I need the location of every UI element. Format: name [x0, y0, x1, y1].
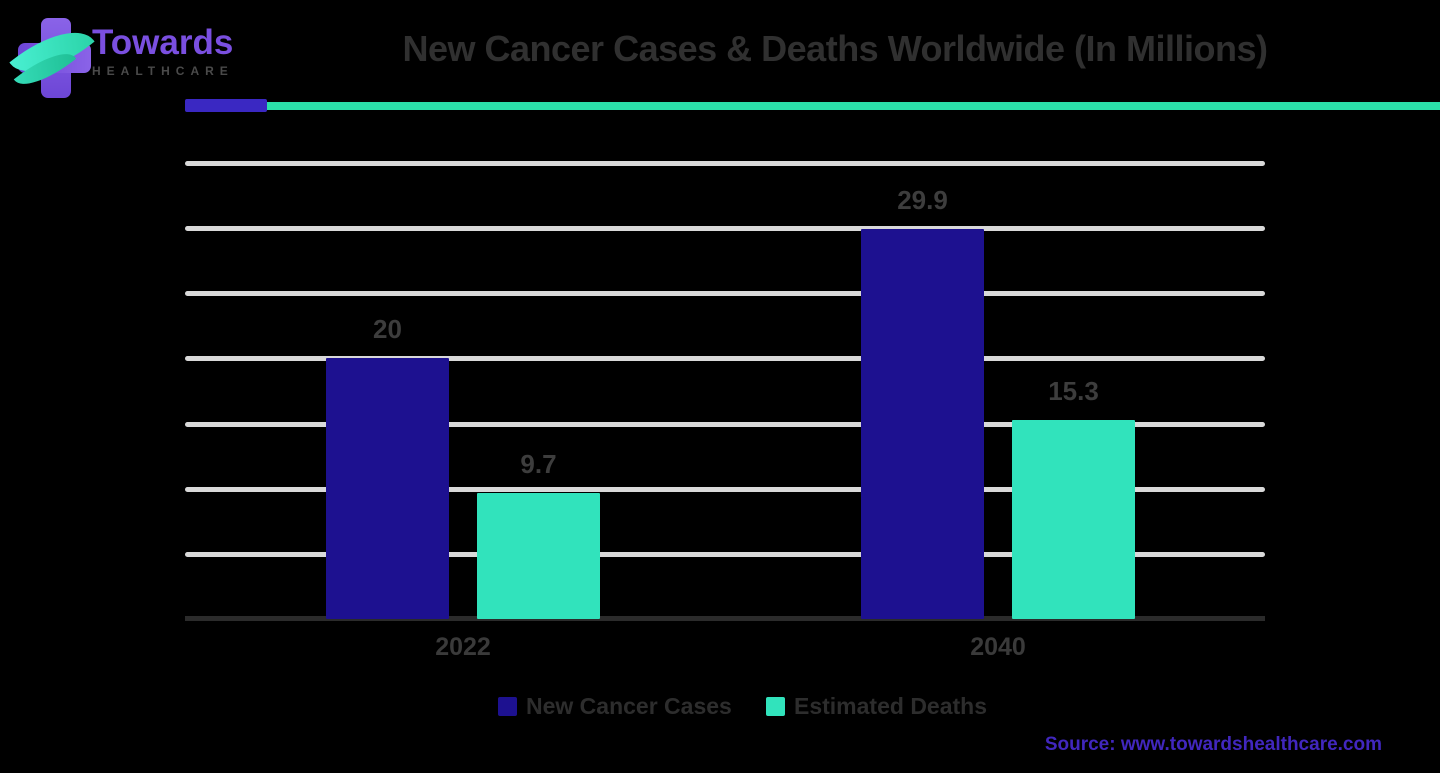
- legend-swatch-navy: [498, 696, 517, 716]
- gridline: [185, 486, 1265, 492]
- bar-value-label: 15.3: [1048, 375, 1099, 406]
- gridline: [185, 291, 1265, 297]
- logo-cross-leaf-icon: [9, 13, 95, 98]
- gridline: [185, 551, 1265, 557]
- legend-item-new-cancer-cases: New Cancer Cases: [498, 692, 732, 719]
- title-underline-teal: [267, 102, 1440, 110]
- gridline: [185, 356, 1265, 362]
- bar-2022-estimated-deaths: [477, 492, 600, 619]
- bar-value-label: 9.7: [520, 448, 557, 479]
- bar-chart-plot-area: 20 9.7 2022 29.9 15.3 2040: [185, 161, 1265, 661]
- brand-text: Towards HEALTHCARE: [92, 23, 262, 79]
- brand-subtitle: HEALTHCARE: [92, 64, 234, 78]
- bar-value-label: 29.9: [897, 185, 948, 216]
- legend-swatch-teal: [766, 696, 785, 716]
- gridline: [185, 161, 1265, 166]
- source-link[interactable]: Source: www.towardshealthcare.com: [1044, 734, 1382, 755]
- bar-2040-estimated-deaths: [1012, 419, 1135, 619]
- x-tick-label-2040: 2040: [970, 633, 1026, 661]
- bar-value-label: 20: [373, 314, 402, 345]
- brand-name: Towards: [92, 23, 234, 62]
- chart-title: New Cancer Cases & Deaths Worldwide (In …: [402, 28, 1268, 69]
- gridline: [185, 226, 1265, 232]
- bar-2040-new-cancer-cases: [861, 229, 984, 619]
- chart-legend: New Cancer Cases Estimated Deaths: [0, 692, 1440, 720]
- legend-label: New Cancer Cases: [526, 692, 732, 719]
- legend-item-estimated-deaths: Estimated Deaths: [766, 692, 988, 719]
- gridline: [185, 421, 1265, 427]
- x-tick-label-2022: 2022: [435, 633, 491, 661]
- title-underline-indigo: [185, 99, 267, 112]
- bar-2022-new-cancer-cases: [326, 358, 449, 619]
- x-axis-line: [185, 616, 1265, 621]
- legend-label: Estimated Deaths: [794, 692, 988, 719]
- towards-healthcare-logo: Towards HEALTHCARE: [9, 10, 256, 98]
